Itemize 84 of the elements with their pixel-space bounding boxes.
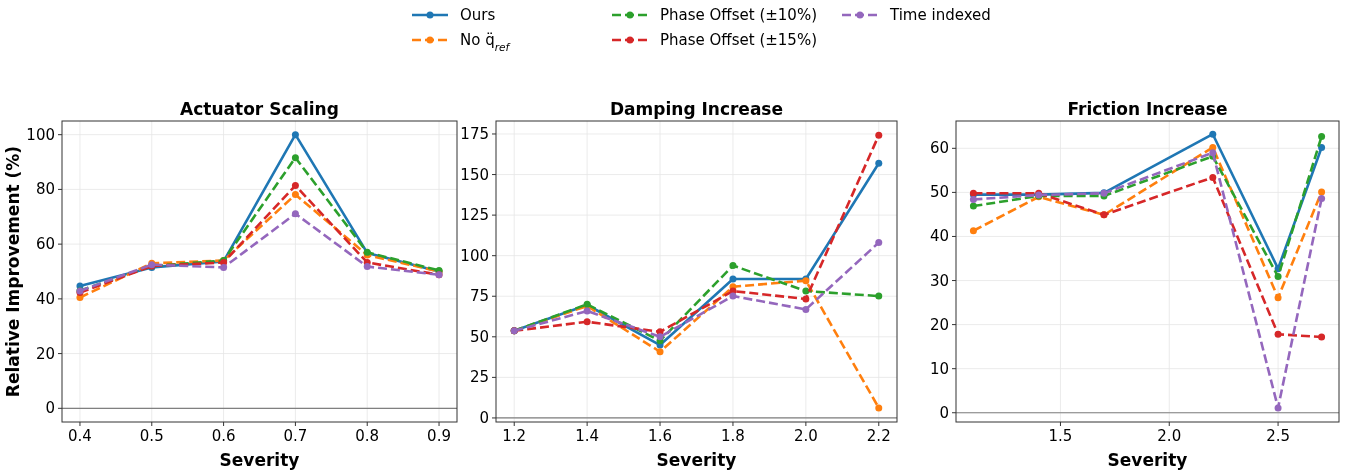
point [969, 227, 977, 235]
point [802, 295, 810, 303]
y-tick-label: 150 [460, 165, 489, 184]
x-tick-label: 2.0 [793, 427, 818, 445]
point [1209, 130, 1217, 138]
point [291, 131, 299, 139]
x-tick-label: 0.6 [211, 427, 236, 445]
point [729, 275, 737, 283]
point [656, 348, 664, 356]
point [875, 239, 883, 247]
y-tick-label: 20 [929, 315, 949, 334]
y-tick-label: 100 [26, 125, 55, 144]
x-axis-title: Severity [656, 450, 737, 470]
y-tick-label: 125 [460, 206, 489, 225]
point [875, 292, 883, 300]
point [1318, 143, 1326, 151]
y-tick-label: 20 [35, 344, 55, 363]
point [291, 154, 299, 162]
y-tick-label: 60 [35, 235, 55, 254]
legend-label: Phase Offset (±10%) [660, 6, 818, 24]
point [1318, 132, 1326, 140]
point [729, 262, 737, 270]
x-axis-title: Severity [219, 450, 300, 470]
point [1274, 294, 1282, 302]
chart-title: Damping Increase [609, 99, 784, 119]
chart-title: Friction Increase [1067, 99, 1228, 119]
point [583, 307, 591, 315]
y-tick-label: 40 [929, 227, 949, 246]
point [1274, 404, 1282, 412]
legend-label: No q̈$_{ref}$ [460, 31, 512, 53]
x-tick-label: 1.5 [1048, 427, 1073, 445]
chart-title: Actuator Scaling [180, 99, 339, 119]
point [1318, 188, 1326, 196]
legend-label: Ours [460, 6, 496, 24]
y-tick-label: 75 [469, 287, 489, 306]
x-tick-label: 0.9 [427, 427, 451, 445]
y-tick-label: 10 [929, 359, 949, 378]
point [1209, 173, 1217, 181]
point [1318, 333, 1326, 341]
point [291, 182, 299, 190]
x-tick-label: 0.4 [68, 427, 92, 445]
legend-label: Time indexed [889, 6, 991, 24]
x-tick-label: 0.7 [283, 427, 308, 445]
point [656, 333, 664, 341]
point [1318, 195, 1326, 203]
x-tick-label: 1.8 [721, 427, 745, 445]
x-tick-label: 1.6 [648, 427, 672, 445]
y-tick-label: 50 [469, 327, 489, 346]
y-tick-label: 40 [35, 289, 55, 308]
point [729, 292, 737, 300]
y-tick-label: 0 [45, 399, 55, 418]
point [875, 131, 883, 139]
y-tick-label: 30 [929, 271, 949, 290]
y-tick-label: 60 [929, 139, 949, 158]
y-tick-label: 0 [939, 403, 949, 422]
x-tick-label: 1.2 [502, 427, 527, 445]
legend-label: Phase Offset (±15%) [660, 31, 818, 49]
point [875, 404, 883, 412]
y-tick-label: 80 [35, 180, 55, 199]
point [802, 287, 810, 295]
x-tick-label: 1.4 [575, 427, 600, 445]
point [291, 210, 299, 218]
point [969, 202, 977, 210]
point [802, 305, 810, 313]
point [220, 263, 228, 271]
x-axis-title: Severity [1107, 450, 1188, 470]
point [1274, 330, 1282, 338]
x-tick-label: 2.0 [1157, 427, 1182, 445]
point [1274, 273, 1282, 281]
point [363, 263, 371, 271]
y-axis-title: Relative Improvement (%) [3, 145, 23, 398]
point [969, 195, 977, 203]
point [583, 318, 591, 326]
x-tick-label: 0.8 [355, 427, 380, 445]
y-tick-label: 0 [479, 408, 489, 427]
y-tick-label: 50 [929, 183, 949, 202]
point [875, 159, 883, 167]
point [291, 191, 299, 199]
x-tick-label: 2.2 [866, 427, 891, 445]
x-tick-label: 2.5 [1266, 427, 1290, 445]
y-tick-label: 175 [460, 124, 489, 143]
x-tick-label: 0.5 [139, 427, 164, 445]
y-tick-label: 25 [469, 368, 489, 387]
y-tick-label: 100 [460, 246, 489, 265]
